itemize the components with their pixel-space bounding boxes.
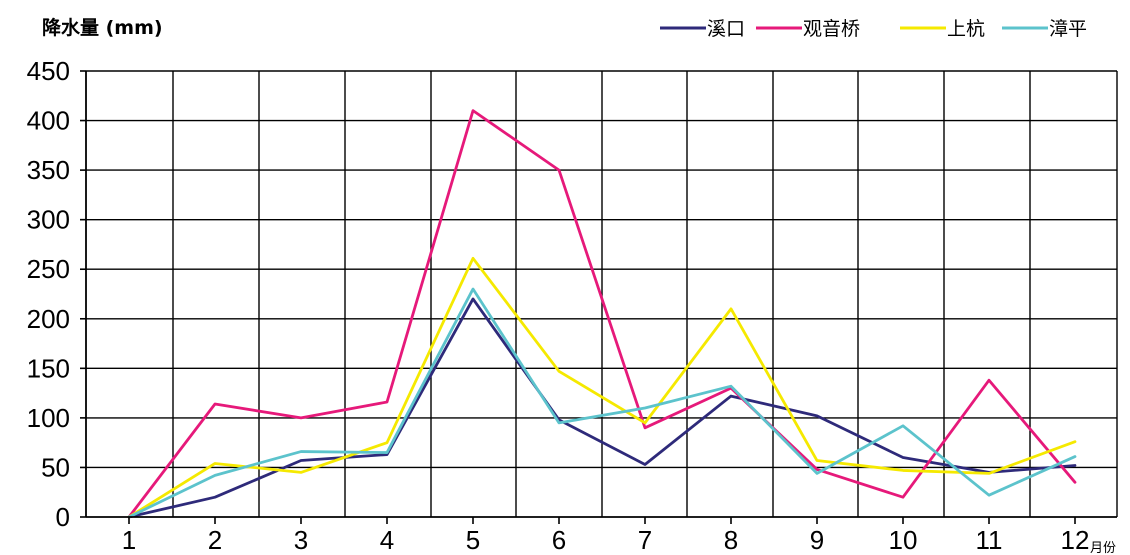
y-tick-label: 50 xyxy=(41,452,70,482)
x-tick-label: 3 xyxy=(294,525,308,555)
x-tick-label: 12 xyxy=(1061,525,1090,555)
legend-label-漳平: 漳平 xyxy=(1049,18,1087,40)
series-line-漳平 xyxy=(127,287,1077,519)
y-axis-label: 降水量 (mm) xyxy=(42,16,163,39)
x-tick-label: 7 xyxy=(638,525,652,555)
legend-label-上杭: 上杭 xyxy=(947,18,985,40)
y-tick-label: 350 xyxy=(27,155,70,185)
legend-label-观音桥: 观音桥 xyxy=(803,18,860,40)
x-tick-label: 8 xyxy=(724,525,738,555)
legend-label-溪口: 溪口 xyxy=(707,18,745,40)
y-tick-label: 150 xyxy=(27,353,70,383)
axes xyxy=(80,70,1118,524)
x-tick-label: 5 xyxy=(466,525,480,555)
x-tick-label: 11 xyxy=(976,525,1003,555)
x-tick-label: 2 xyxy=(208,525,222,555)
x-axis-ticks: 1 2 3 4 5 6 7 8 9 10 11 12 xyxy=(122,525,1090,555)
legend: 溪口 观音桥 上杭 漳平 xyxy=(660,18,1087,40)
y-tick-label: 100 xyxy=(27,403,70,433)
x-tick-label: 10 xyxy=(889,525,918,555)
series-line-溪口 xyxy=(127,297,1077,519)
y-tick-label: 400 xyxy=(27,106,70,136)
y-tick-label: 250 xyxy=(27,254,70,284)
x-tick-label: 9 xyxy=(810,525,824,555)
y-tick-label: 200 xyxy=(27,304,70,334)
series-line-上杭 xyxy=(127,256,1077,519)
y-tick-label: 450 xyxy=(27,56,70,86)
x-tick-label: 1 xyxy=(122,525,136,555)
x-axis-unit-label: 月份 xyxy=(1090,541,1116,555)
y-axis-ticks: 0 50 100 150 200 250 300 350 400 450 xyxy=(27,56,70,532)
series-lines xyxy=(127,109,1077,519)
x-tick-label: 6 xyxy=(552,525,566,555)
series-line-观音桥 xyxy=(127,109,1077,519)
x-tick-label: 4 xyxy=(380,525,394,555)
y-tick-label: 0 xyxy=(56,502,70,532)
y-tick-label: 300 xyxy=(27,205,70,235)
